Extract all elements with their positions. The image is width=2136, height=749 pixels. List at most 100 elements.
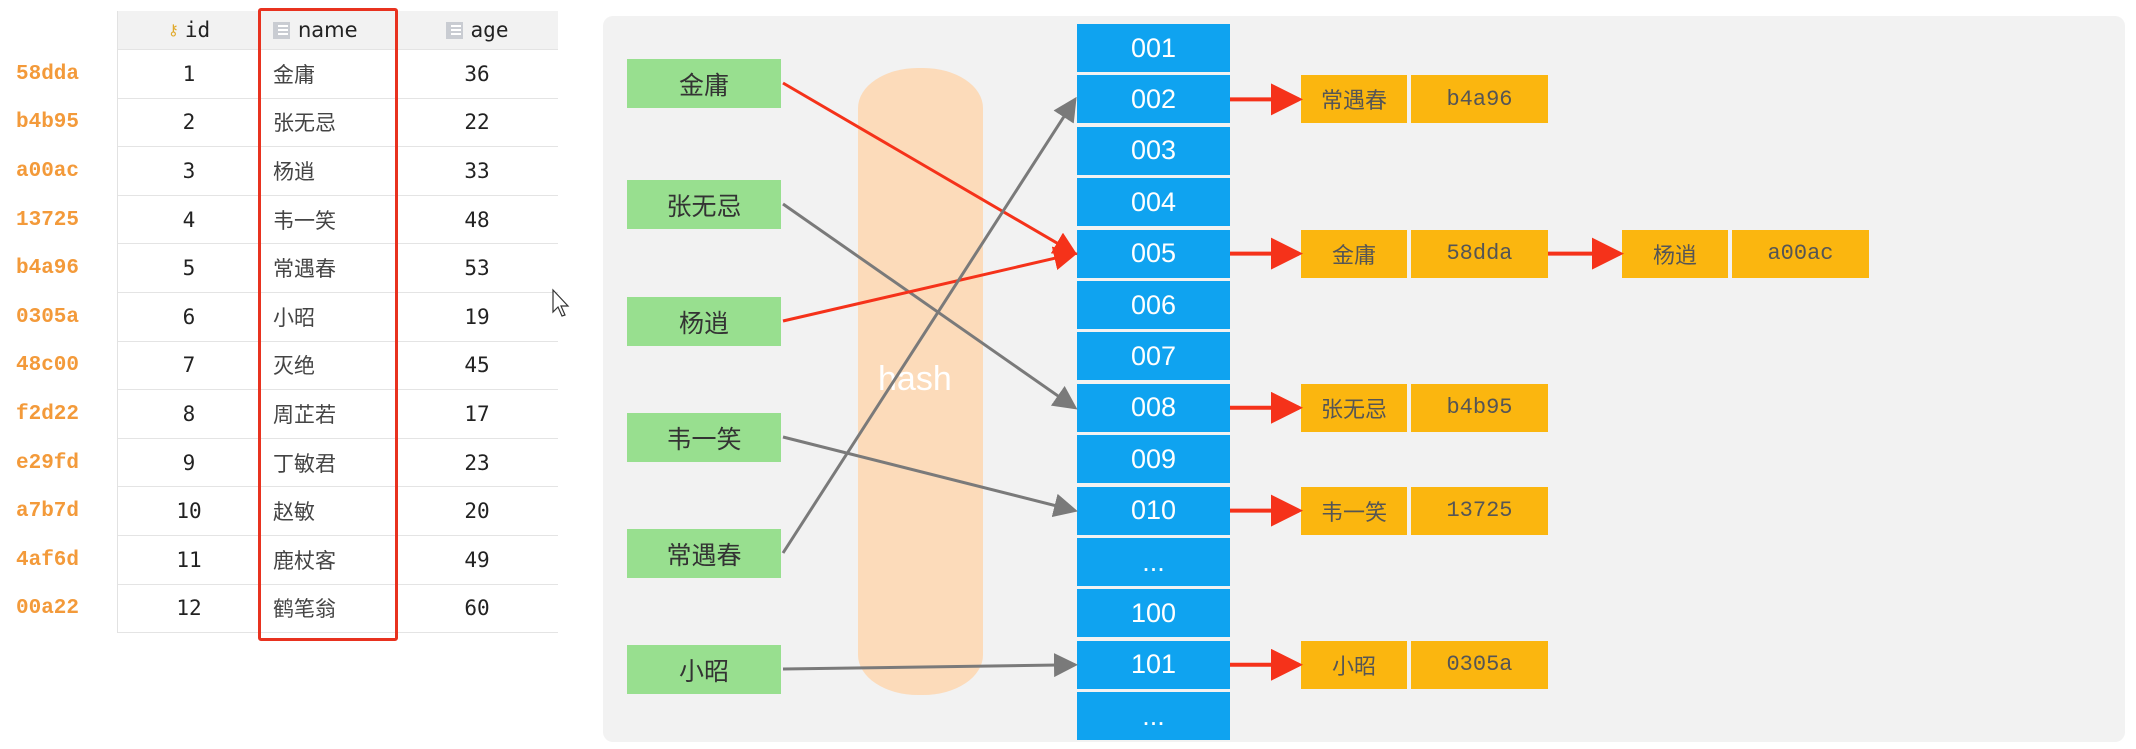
column-header-age[interactable]: age	[396, 11, 558, 49]
entry-hash: b4b95	[1411, 383, 1548, 432]
entry-hash: 0305a	[1411, 640, 1548, 689]
data-table: ⚷ id name age 1 金庸 36 2 张无忌 22 3 杨逍 33 4 韦一笑 48 5 常遇春 5…	[117, 11, 558, 634]
cell-name[interactable]: 灭绝	[273, 354, 315, 379]
cell-age[interactable]: 49	[464, 547, 490, 572]
row-hash-labels: 58dda b4b95 a00ac 13725 b4a96 0305a 48c00 f2d22…	[16, 50, 106, 633]
entry-name: 小昭	[1301, 640, 1407, 689]
column-icon	[445, 21, 463, 39]
table-row[interactable]: 6 小昭 19	[118, 293, 558, 342]
table-row[interactable]: 8 周芷若 17	[118, 390, 558, 439]
cell-id[interactable]: 1	[182, 61, 196, 86]
table-row[interactable]: 10 赵敏 20	[118, 487, 558, 536]
cell-age[interactable]: 20	[464, 499, 490, 524]
cell-age[interactable]: 17	[464, 401, 490, 426]
cell-name[interactable]: 韦一笑	[273, 208, 336, 233]
table-row[interactable]: 1 金庸 36	[118, 50, 558, 99]
mouse-cursor-icon	[552, 288, 570, 317]
table-header: ⚷ id name age	[118, 11, 558, 50]
entry-hash: 13725	[1411, 486, 1548, 535]
row-hash-label: 00a22	[16, 597, 80, 621]
entry-name: 常遇春	[1301, 75, 1407, 124]
bucket-cell: 009	[1077, 435, 1230, 484]
cell-name[interactable]: 鹿杖客	[273, 548, 336, 573]
column-icon	[273, 21, 290, 39]
cell-age[interactable]: 45	[464, 353, 490, 378]
entry-name: 金庸	[1301, 229, 1407, 278]
key-box: 小昭	[627, 645, 781, 694]
key-box: 金庸	[627, 59, 781, 108]
table-row[interactable]: 9 丁敏君 23	[118, 439, 558, 488]
cell-name[interactable]: 丁敏君	[273, 451, 336, 476]
cell-id[interactable]: 4	[182, 207, 196, 232]
cell-id[interactable]: 10	[176, 499, 202, 524]
cell-name[interactable]: 张无忌	[273, 111, 336, 136]
table-row[interactable]: 5 常遇春 53	[118, 244, 558, 293]
cell-id[interactable]: 3	[182, 158, 196, 183]
cell-age[interactable]: 48	[464, 207, 490, 232]
cell-age[interactable]: 33	[464, 158, 490, 183]
cell-age[interactable]: 19	[464, 304, 490, 329]
entry-hash: a00ac	[1732, 229, 1869, 278]
entry-name: 张无忌	[1301, 383, 1407, 432]
entry-name: 韦一笑	[1301, 486, 1407, 535]
row-hash-label: b4a96	[16, 257, 80, 281]
table-row[interactable]: 12 鹤笔翁 60	[118, 585, 558, 634]
cell-name[interactable]: 小昭	[273, 305, 315, 330]
cell-age[interactable]: 53	[464, 256, 490, 281]
cell-name[interactable]: 鹤笔翁	[273, 597, 336, 622]
cell-id[interactable]: 6	[182, 304, 196, 329]
table-row[interactable]: 7 灭绝 45	[118, 342, 558, 391]
bucket-cell: ...	[1077, 538, 1230, 586]
column-header-id[interactable]: ⚷ id	[118, 11, 260, 49]
mapping-arrow	[782, 246, 1078, 323]
cell-age[interactable]: 23	[464, 450, 490, 475]
cell-name[interactable]: 金庸	[273, 62, 315, 87]
cell-age[interactable]: 22	[464, 110, 490, 135]
entry-hash: 58dda	[1411, 229, 1548, 278]
hash-label: hash	[878, 360, 952, 398]
cell-name[interactable]: 杨逍	[273, 159, 315, 184]
table-row[interactable]: 4 韦一笑 48	[118, 196, 558, 245]
bucket-cell: 001	[1077, 24, 1230, 72]
cell-name[interactable]: 赵敏	[273, 500, 315, 525]
table-row[interactable]: 2 张无忌 22	[118, 99, 558, 148]
cell-id[interactable]: 7	[182, 353, 196, 378]
bucket-cell: 005	[1077, 229, 1230, 278]
cell-id[interactable]: 9	[182, 450, 196, 475]
row-hash-label: b4b95	[16, 111, 80, 135]
table-row[interactable]: 3 杨逍 33	[118, 147, 558, 196]
bucket-cell: 010	[1077, 486, 1230, 535]
cell-id[interactable]: 12	[176, 596, 202, 621]
row-hash-label: 48c00	[16, 354, 80, 378]
row-hash-label: a7b7d	[16, 500, 80, 524]
column-label: id	[184, 18, 211, 42]
key-box: 常遇春	[627, 529, 781, 578]
mapping-arrow	[781, 96, 1077, 554]
hash-diagram-panel	[603, 16, 2125, 742]
cell-name[interactable]: 周芷若	[273, 402, 336, 427]
cell-id[interactable]: 8	[182, 401, 196, 426]
row-hash-label: e29fd	[16, 451, 80, 475]
name-column-highlight	[258, 8, 398, 641]
table-row[interactable]: 11 鹿杖客 49	[118, 536, 558, 585]
cell-id[interactable]: 5	[182, 256, 196, 281]
cell-name[interactable]: 常遇春	[273, 257, 336, 282]
bucket-cell: 101	[1077, 640, 1230, 689]
key-box: 杨逍	[627, 297, 781, 346]
column-label: name	[298, 18, 358, 42]
cell-id[interactable]: 11	[176, 547, 202, 572]
entry-name: 杨逍	[1622, 229, 1728, 278]
cell-age[interactable]: 60	[464, 596, 490, 621]
row-hash-label: f2d22	[16, 402, 80, 426]
mapping-arrow	[782, 81, 1078, 256]
row-hash-label: 13725	[16, 208, 80, 232]
cell-id[interactable]: 2	[182, 110, 196, 135]
entry-hash: b4a96	[1411, 75, 1548, 124]
column-label: age	[470, 18, 509, 42]
cell-age[interactable]: 36	[464, 61, 490, 86]
bucket-cell: 008	[1077, 383, 1230, 432]
bucket-cell: 002	[1077, 75, 1230, 124]
mapping-arrow	[782, 653, 1078, 678]
column-header-name[interactable]: name	[260, 11, 396, 49]
